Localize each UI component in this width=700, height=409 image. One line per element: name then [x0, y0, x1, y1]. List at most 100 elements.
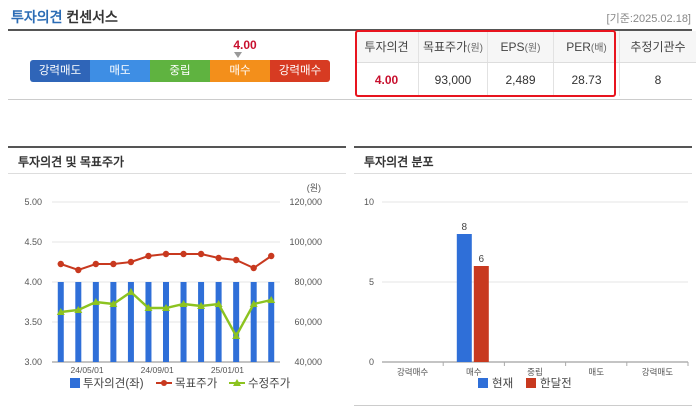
y-tick: 0: [369, 357, 374, 367]
legend-current: 현재: [492, 377, 513, 390]
header-divider: [8, 29, 692, 31]
adjusted-price-point: [249, 300, 258, 307]
col-institutions: 추정기관수: [619, 31, 696, 63]
opinion-bar: [57, 282, 64, 362]
y-left-tick: 3.50: [24, 317, 42, 327]
adjusted-price-point: [197, 302, 206, 309]
y-right-unit: (원): [307, 183, 321, 193]
opinion-bar: [110, 282, 117, 362]
opinion-bar: [215, 282, 222, 362]
current-bar: [456, 234, 472, 362]
opinion-bar: [198, 282, 205, 362]
opinion-score-marker: 4.00: [233, 38, 257, 52]
target-price-point: [75, 266, 82, 274]
x-tick: 25/01/01: [211, 365, 244, 375]
y-left-tick: 4.00: [24, 277, 42, 287]
legend-opinion: 투자의견(좌): [83, 377, 144, 390]
value-eps: 2,489: [487, 62, 554, 96]
bar-value-label: 6: [479, 254, 485, 265]
bar-value-label: 8: [462, 222, 468, 233]
adjusted-price-point: [126, 288, 135, 295]
adjusted-price-point: [91, 298, 100, 305]
adjusted-price-point: [74, 306, 83, 313]
adjusted-price-point: [267, 296, 276, 303]
y-tick: 5: [369, 277, 374, 287]
scale-neutral: 중립: [150, 60, 210, 82]
target-price-point: [268, 252, 275, 260]
title-consensus: 컨센서스: [66, 9, 118, 25]
panel-title-right: 투자의견 분포: [354, 146, 692, 174]
col-opinion: 투자의견: [355, 31, 419, 63]
col-target-price: 목표주가(원): [418, 31, 488, 63]
category-label: 강력매수: [397, 367, 428, 377]
value-institutions: 8: [654, 72, 662, 87]
y-right-tick: 40,000: [294, 357, 322, 367]
opinion-bar: [145, 282, 152, 362]
opinion-bar: [250, 282, 257, 362]
opinion-bar: [233, 282, 240, 362]
legend-month-ago: 한달전: [540, 376, 572, 390]
target-price-point: [162, 250, 170, 258]
category-label: 매수: [466, 367, 482, 377]
legend-adjusted-marker: [233, 379, 241, 386]
scale-sell: 매도: [90, 60, 150, 82]
adjusted-price-point: [179, 300, 188, 307]
opinion-bar: [92, 282, 99, 362]
adjusted-price-point: [144, 304, 153, 311]
consensus-table: 투자의견 목표주가(원) EPS(원) PER(배) 추정기관수 4.00 93…: [355, 31, 696, 96]
adjusted-price-point: [214, 300, 223, 307]
legend-opinion-swatch: [70, 378, 80, 388]
scale-strong-buy: 강력매수: [270, 60, 330, 82]
col-per: PER(배): [553, 31, 620, 63]
y-right-tick: 100,000: [289, 237, 322, 247]
opinion-bar: [127, 282, 134, 362]
category-label: 중립: [527, 367, 543, 377]
legend-target: 목표주가: [175, 377, 218, 390]
distribution-chart: 10 5 0 강력매수 매수 중립 매도 강력매도 8 6 현재 한달전: [364, 197, 689, 390]
target-price-point: [145, 252, 152, 260]
target-price-point: [197, 250, 205, 258]
target-price-point: [250, 264, 257, 272]
consensus-divider: [8, 99, 692, 100]
adjusted-price-point: [56, 308, 65, 315]
adjusted-price-point: [162, 304, 170, 311]
target-price-point: [215, 254, 222, 262]
adjusted-price-point: [232, 332, 241, 339]
target-price-point: [110, 260, 117, 268]
col-eps: EPS(원): [487, 31, 554, 63]
consensus-header-row: 투자의견 목표주가(원) EPS(원) PER(배) 추정기관수: [355, 31, 696, 63]
y-tick: 10: [364, 197, 374, 207]
section-title: 투자의견 컨센서스: [11, 7, 118, 27]
y-right-tick: 60,000: [294, 317, 322, 327]
value-per: 28.73: [553, 62, 620, 96]
scale-buy: 매수: [210, 60, 270, 82]
opinion-price-panel: 투자의견 및 목표주가: [8, 146, 346, 174]
adjusted-price-point: [109, 300, 118, 307]
opinion-bar: [268, 282, 275, 362]
title-opinion: 투자의견: [11, 9, 63, 25]
x-tick: 24/09/01: [141, 365, 174, 375]
category-label: 강력매도: [642, 367, 673, 377]
y-right-tick: 120,000: [289, 197, 322, 207]
scale-strong-sell: 강력매도: [30, 60, 90, 82]
score-pointer-icon: [234, 52, 242, 58]
legend-target-marker: [161, 380, 167, 386]
month-ago-bar: [473, 266, 489, 362]
legend-adjusted: 수정주가: [248, 377, 291, 390]
y-left-tick: 3.00: [24, 357, 42, 367]
value-opinion: 4.00: [355, 62, 419, 96]
panel-title-left: 투자의견 및 목표주가: [8, 146, 346, 174]
opinion-scale-bar: 강력매도 매도 중립 매수 강력매수: [30, 60, 330, 82]
y-left-tick: 5.00: [24, 197, 42, 207]
target-price-point: [180, 250, 187, 258]
opinion-bar: [180, 282, 187, 362]
y-right-tick: 80,000: [294, 277, 322, 287]
target-price-point: [232, 256, 240, 264]
target-price-point: [127, 258, 135, 266]
category-label: 매도: [588, 367, 604, 377]
legend-month-ago-swatch: [526, 378, 536, 388]
consensus-value-row: 4.00 93,000 2,489 28.73 8: [355, 62, 696, 96]
opinion-price-chart: 5.00 4.50 4.00 3.50 3.00 120,000 100,000 80,000…: [24, 183, 322, 390]
opinion-bar: [163, 282, 169, 362]
distribution-panel: 투자의견 분포: [354, 146, 692, 174]
